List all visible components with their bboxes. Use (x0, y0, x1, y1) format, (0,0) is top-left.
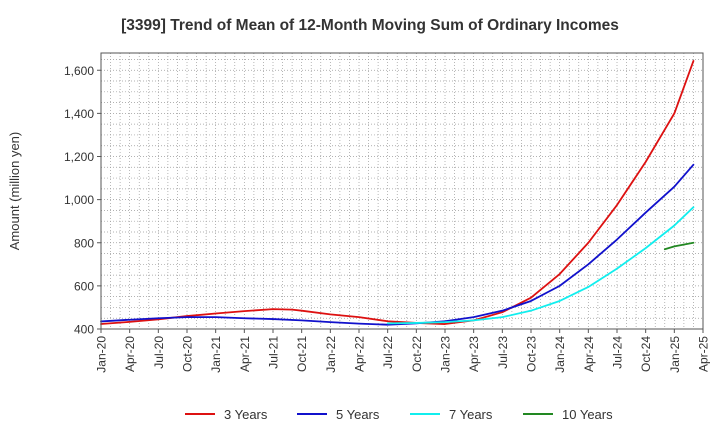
grid (100, 53, 704, 330)
plot-background (101, 53, 703, 329)
x-tick-label: Apr-24 (582, 336, 596, 372)
x-tick-label: Jul-22 (381, 336, 395, 369)
x-tick-label: Jan-23 (439, 336, 453, 373)
plot-area (101, 53, 703, 329)
y-tick-label: 1,000 (64, 193, 94, 207)
x-tick-label: Jan-25 (668, 336, 682, 373)
legend-label-4: 10 Years (562, 407, 613, 422)
y-tick-label: 1,600 (64, 64, 94, 78)
legend: 3 Years 5 Years 7 Years 10 Years (185, 407, 613, 422)
chart-title: [3399] Trend of Mean of 12-Month Moving … (121, 17, 619, 34)
y-tick-label: 1,200 (64, 150, 94, 164)
x-tick-label: Jul-23 (496, 336, 510, 369)
series-line-1 (100, 60, 695, 325)
y-tick-label: 600 (74, 279, 94, 293)
y-axis-label: Amount (million yen) (7, 132, 22, 251)
legend-label-1: 3 Years (224, 407, 268, 422)
series-lines (100, 60, 695, 326)
x-tick-label: Oct-20 (181, 336, 195, 372)
y-tick-label: 400 (74, 323, 94, 337)
x-tick-label: Jan-20 (95, 336, 109, 373)
x-tick-label: Apr-25 (697, 336, 711, 372)
y-tick-label: 800 (74, 236, 94, 250)
series-line-3 (386, 206, 695, 325)
x-tick-label: Jan-22 (324, 336, 338, 373)
x-tick-label: Apr-21 (238, 336, 252, 372)
y-axis: 400 600 800 1,000 1,200 1,400 1,600 (64, 64, 101, 337)
series-line-4 (663, 241, 695, 251)
plot-frame (100, 52, 704, 330)
x-tick-label: Jul-20 (152, 336, 166, 369)
x-tick-label: Oct-23 (525, 336, 539, 372)
x-tick-label: Jul-24 (611, 336, 625, 369)
x-tick-label: Apr-20 (123, 336, 137, 372)
x-tick-label: Jan-21 (209, 336, 223, 373)
legend-label-3: 7 Years (449, 407, 493, 422)
x-tick-label: Apr-23 (467, 336, 481, 372)
y-tick-label: 1,400 (64, 107, 94, 121)
x-tick-label: Apr-22 (353, 336, 367, 372)
legend-label-2: 5 Years (336, 407, 380, 422)
x-axis: Jan-20 Apr-20 Jul-20 Oct-20 Jan-21 Apr-21 Jul-… (95, 329, 711, 373)
x-tick-label: Jul-21 (267, 336, 281, 369)
x-tick-label: Oct-21 (295, 336, 309, 372)
x-tick-label: Oct-24 (639, 336, 653, 372)
plot-border (100, 52, 704, 330)
x-tick-label: Jan-24 (553, 336, 567, 373)
x-tick-label: Oct-22 (410, 336, 424, 372)
